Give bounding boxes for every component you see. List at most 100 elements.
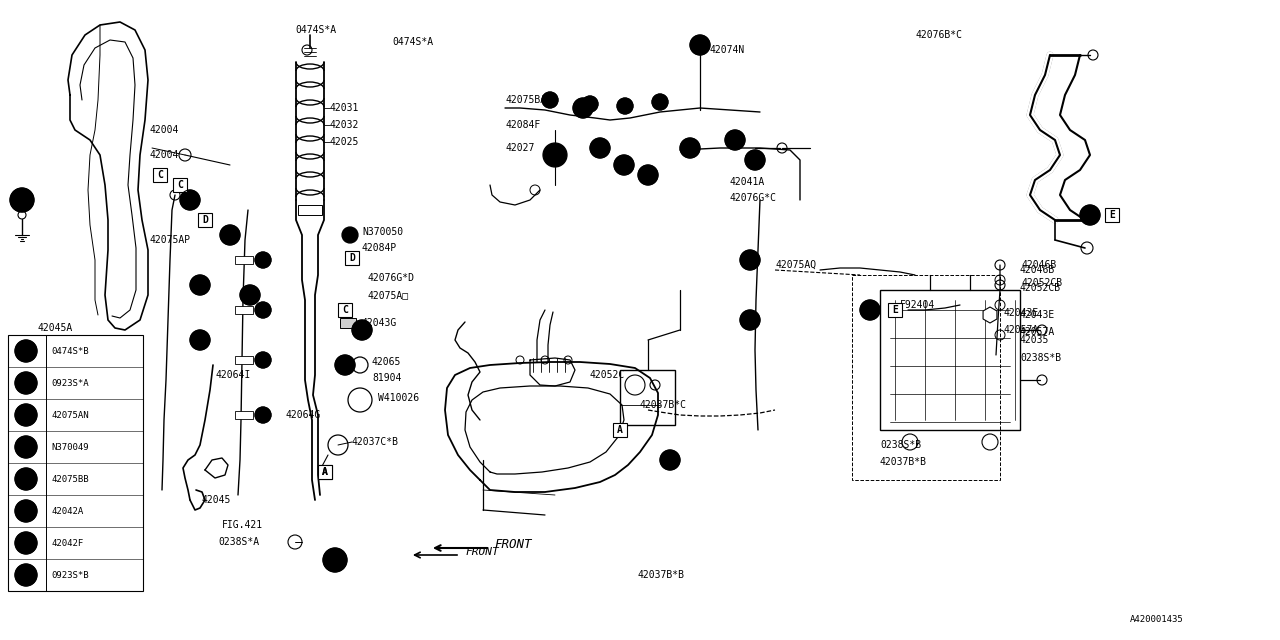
- Circle shape: [15, 404, 37, 426]
- Circle shape: [335, 355, 355, 375]
- Bar: [154, 168, 166, 182]
- Text: 42064G: 42064G: [285, 410, 320, 420]
- Circle shape: [660, 450, 680, 470]
- Text: FIG.421: FIG.421: [221, 520, 264, 530]
- Bar: [1105, 208, 1119, 222]
- Text: N370050: N370050: [362, 227, 403, 237]
- Text: 42084P: 42084P: [362, 243, 397, 253]
- Text: 42027: 42027: [506, 143, 534, 153]
- Text: 42004: 42004: [150, 150, 179, 160]
- Text: 42037C*B: 42037C*B: [352, 437, 399, 447]
- Circle shape: [680, 138, 700, 158]
- Text: 42032: 42032: [330, 120, 360, 130]
- Text: 2: 2: [261, 307, 265, 313]
- Text: 2: 2: [687, 143, 692, 152]
- Circle shape: [617, 98, 634, 114]
- Text: 42043E: 42043E: [1004, 308, 1038, 318]
- Text: 2: 2: [261, 357, 265, 363]
- Text: 6: 6: [1088, 211, 1092, 220]
- Circle shape: [15, 468, 37, 490]
- Text: 5: 5: [23, 474, 28, 483]
- Bar: [236, 356, 253, 364]
- Text: 42037B*B: 42037B*B: [881, 457, 927, 467]
- Text: 0923S*A: 0923S*A: [51, 378, 88, 387]
- Bar: [317, 465, 332, 479]
- Text: 2: 2: [748, 255, 753, 264]
- Bar: [888, 303, 902, 317]
- Text: 8: 8: [197, 280, 202, 289]
- Text: 0238S*B: 0238S*B: [881, 440, 922, 450]
- Circle shape: [15, 436, 37, 458]
- Text: D: D: [349, 253, 355, 263]
- Text: 8: 8: [188, 195, 192, 205]
- Text: 2: 2: [261, 257, 265, 263]
- Text: 42025: 42025: [330, 137, 360, 147]
- Bar: [338, 303, 352, 317]
- Text: 4: 4: [343, 360, 347, 369]
- Text: 0238S*A: 0238S*A: [218, 537, 259, 547]
- Bar: [173, 178, 187, 192]
- Bar: [346, 251, 358, 265]
- Text: 2: 2: [623, 103, 627, 109]
- Text: N370049: N370049: [51, 442, 88, 451]
- Text: 2: 2: [598, 143, 603, 152]
- Bar: [340, 318, 356, 328]
- Circle shape: [255, 252, 271, 268]
- Text: 42004: 42004: [150, 125, 179, 135]
- Circle shape: [15, 340, 37, 362]
- Circle shape: [189, 330, 210, 350]
- Text: W410026: W410026: [378, 393, 419, 403]
- Circle shape: [573, 98, 593, 118]
- Text: C: C: [342, 305, 348, 315]
- Text: 42037B*C: 42037B*C: [640, 400, 687, 410]
- Bar: [236, 306, 253, 314]
- Text: A420001435: A420001435: [1130, 616, 1184, 625]
- Text: 42043G: 42043G: [362, 318, 397, 328]
- Bar: [613, 423, 627, 437]
- Text: 0474S*B: 0474S*B: [51, 346, 88, 355]
- Text: 2: 2: [748, 316, 753, 324]
- Text: 2: 2: [622, 161, 626, 170]
- Text: 1: 1: [197, 335, 202, 344]
- Circle shape: [614, 155, 634, 175]
- Text: 2: 2: [658, 99, 662, 105]
- Text: 0474S*A: 0474S*A: [294, 25, 337, 35]
- Circle shape: [590, 138, 611, 158]
- Text: 42045A: 42045A: [38, 323, 73, 333]
- Text: 42046B: 42046B: [1021, 260, 1057, 270]
- Text: 42084F: 42084F: [506, 120, 540, 130]
- Text: 2: 2: [548, 97, 552, 103]
- Circle shape: [690, 35, 710, 55]
- Bar: [620, 370, 675, 425]
- Circle shape: [745, 150, 765, 170]
- Text: 42075AP: 42075AP: [150, 235, 191, 245]
- Text: 8: 8: [23, 570, 28, 579]
- Text: D: D: [202, 215, 207, 225]
- Text: 42074N: 42074N: [710, 45, 745, 55]
- Text: 2: 2: [588, 101, 593, 107]
- Text: E: E: [892, 305, 899, 315]
- Circle shape: [15, 500, 37, 522]
- Bar: [236, 256, 253, 264]
- Text: 42052CB: 42052CB: [1021, 278, 1064, 288]
- FancyArrow shape: [960, 326, 977, 334]
- Circle shape: [637, 165, 658, 185]
- Text: 2: 2: [581, 104, 585, 113]
- Text: 2: 2: [23, 378, 28, 387]
- Text: C: C: [157, 170, 163, 180]
- Text: 42031: 42031: [330, 103, 360, 113]
- Text: 5: 5: [868, 305, 872, 314]
- Text: 42057A: 42057A: [1020, 327, 1055, 337]
- Text: 42075BA: 42075BA: [506, 95, 547, 105]
- Bar: [852, 275, 1000, 480]
- Circle shape: [255, 302, 271, 318]
- Text: 2: 2: [698, 40, 703, 49]
- Circle shape: [543, 143, 567, 167]
- Text: 7: 7: [23, 538, 28, 547]
- Text: 42042F: 42042F: [51, 538, 83, 547]
- Circle shape: [342, 227, 358, 243]
- Text: E: E: [1108, 210, 1115, 220]
- Circle shape: [180, 190, 200, 210]
- Text: 4: 4: [23, 442, 28, 451]
- Text: 2: 2: [753, 156, 758, 164]
